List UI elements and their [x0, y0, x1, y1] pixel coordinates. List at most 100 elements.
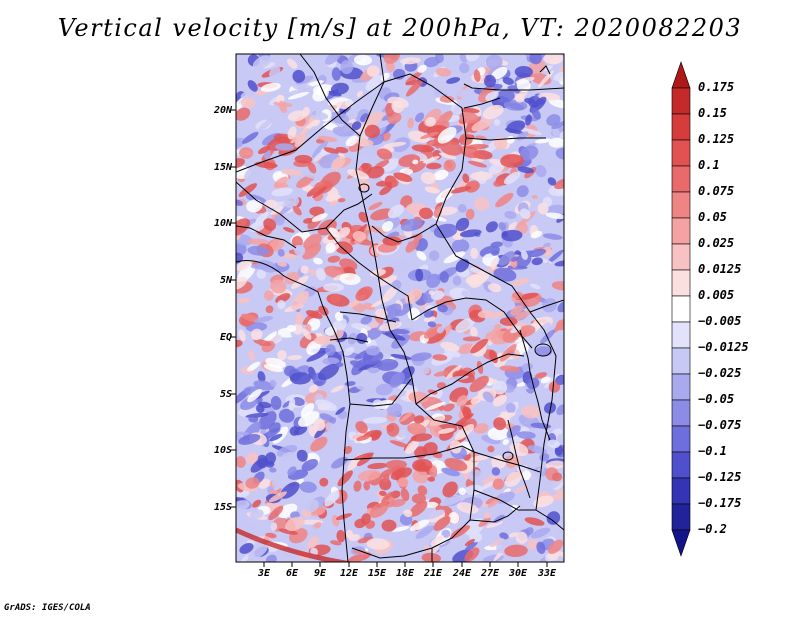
field-cell	[318, 135, 338, 142]
field-cell	[365, 345, 381, 356]
lon-label-33e: 33E	[537, 568, 557, 579]
field-cell	[544, 373, 561, 389]
colorbar-segment	[671, 269, 691, 297]
field-cell	[537, 70, 554, 88]
field-cell	[527, 445, 547, 454]
field-cell	[247, 545, 268, 561]
field-cell	[400, 488, 410, 502]
field-cell	[464, 547, 480, 562]
field-cell	[331, 67, 342, 81]
field-cell	[294, 134, 307, 148]
field-cell	[287, 126, 297, 140]
field-cell	[405, 71, 422, 85]
field-cell	[490, 259, 498, 270]
field-cell	[275, 293, 291, 304]
field-cell	[382, 236, 402, 246]
field-cell	[261, 427, 281, 440]
field-cell	[527, 539, 539, 550]
field-cell	[278, 408, 295, 423]
field-cell	[482, 104, 504, 120]
field-cell	[355, 421, 368, 434]
field-cell	[384, 303, 402, 319]
field-cell	[433, 169, 449, 181]
field-cell	[336, 101, 351, 110]
field-cell	[276, 261, 288, 267]
field-cell	[412, 469, 429, 484]
field-cell	[514, 65, 533, 78]
field-cell	[530, 72, 552, 85]
field-cell	[483, 74, 497, 88]
field-cell	[530, 283, 541, 290]
field-cell	[487, 445, 495, 453]
field-cell	[500, 154, 524, 168]
field-cell	[499, 343, 517, 362]
field-cell	[439, 271, 449, 283]
field-cell	[310, 526, 320, 538]
field-cell	[335, 146, 349, 154]
field-cell	[268, 505, 284, 521]
field-cell	[487, 283, 502, 293]
field-cell	[367, 462, 388, 470]
field-cell	[269, 66, 281, 79]
field-cell	[521, 470, 532, 481]
field-cell	[411, 144, 435, 153]
field-cell	[473, 69, 481, 83]
field-cell	[531, 194, 538, 200]
field-cell	[296, 449, 308, 462]
colorbar-label: 0.15	[698, 106, 727, 120]
lat-label-eq: EQ	[219, 332, 232, 343]
field-cell	[433, 516, 451, 531]
field-cell	[364, 111, 384, 127]
field-cell	[315, 267, 326, 281]
field-cell	[325, 344, 336, 356]
field-cell	[511, 277, 530, 287]
field-cell	[393, 68, 406, 80]
field-cell	[313, 418, 326, 431]
field-cell	[530, 527, 551, 539]
field-cell	[378, 321, 402, 332]
field-cell	[478, 517, 491, 528]
field-cell	[552, 128, 560, 137]
field-cell	[429, 465, 438, 479]
field-cell	[307, 161, 317, 174]
field-cell	[439, 152, 457, 160]
field-cell	[278, 528, 298, 535]
grads-credit: GrADS: IGES/COLA	[4, 603, 91, 613]
field-cell	[356, 138, 374, 147]
colorbar-segment	[671, 243, 691, 271]
colorbar-label: 0.125	[698, 132, 735, 146]
field-cell	[382, 158, 399, 173]
field-cell	[555, 530, 564, 540]
field-cell	[485, 54, 503, 69]
field-cell	[542, 246, 553, 258]
field-cell	[514, 485, 529, 493]
field-cell	[524, 527, 534, 536]
field-cell	[449, 440, 462, 454]
field-cell	[312, 140, 329, 158]
field-cell	[273, 214, 285, 226]
field-cell	[292, 397, 305, 406]
field-cell	[491, 467, 501, 476]
field-cell	[551, 121, 564, 130]
colorbar-segment	[671, 113, 691, 141]
field-cell	[556, 375, 564, 385]
field-cell	[265, 305, 274, 314]
field-cell	[510, 325, 522, 334]
field-cell	[504, 211, 517, 219]
field-cell	[391, 334, 410, 349]
field-cell	[504, 544, 528, 558]
field-cell	[440, 140, 463, 156]
field-cell	[281, 451, 298, 462]
field-cell	[301, 458, 319, 472]
field-cell	[488, 350, 498, 364]
field-cell	[284, 196, 300, 209]
field-cell	[263, 363, 284, 373]
lon-label-12e: 12E	[339, 568, 359, 579]
field-cell	[436, 382, 446, 389]
field-cell	[247, 361, 261, 372]
field-cell	[533, 495, 554, 508]
field-cell	[518, 127, 542, 135]
lon-label-21e: 21E	[423, 568, 443, 579]
field-cell	[389, 371, 405, 388]
field-cell	[339, 258, 358, 271]
